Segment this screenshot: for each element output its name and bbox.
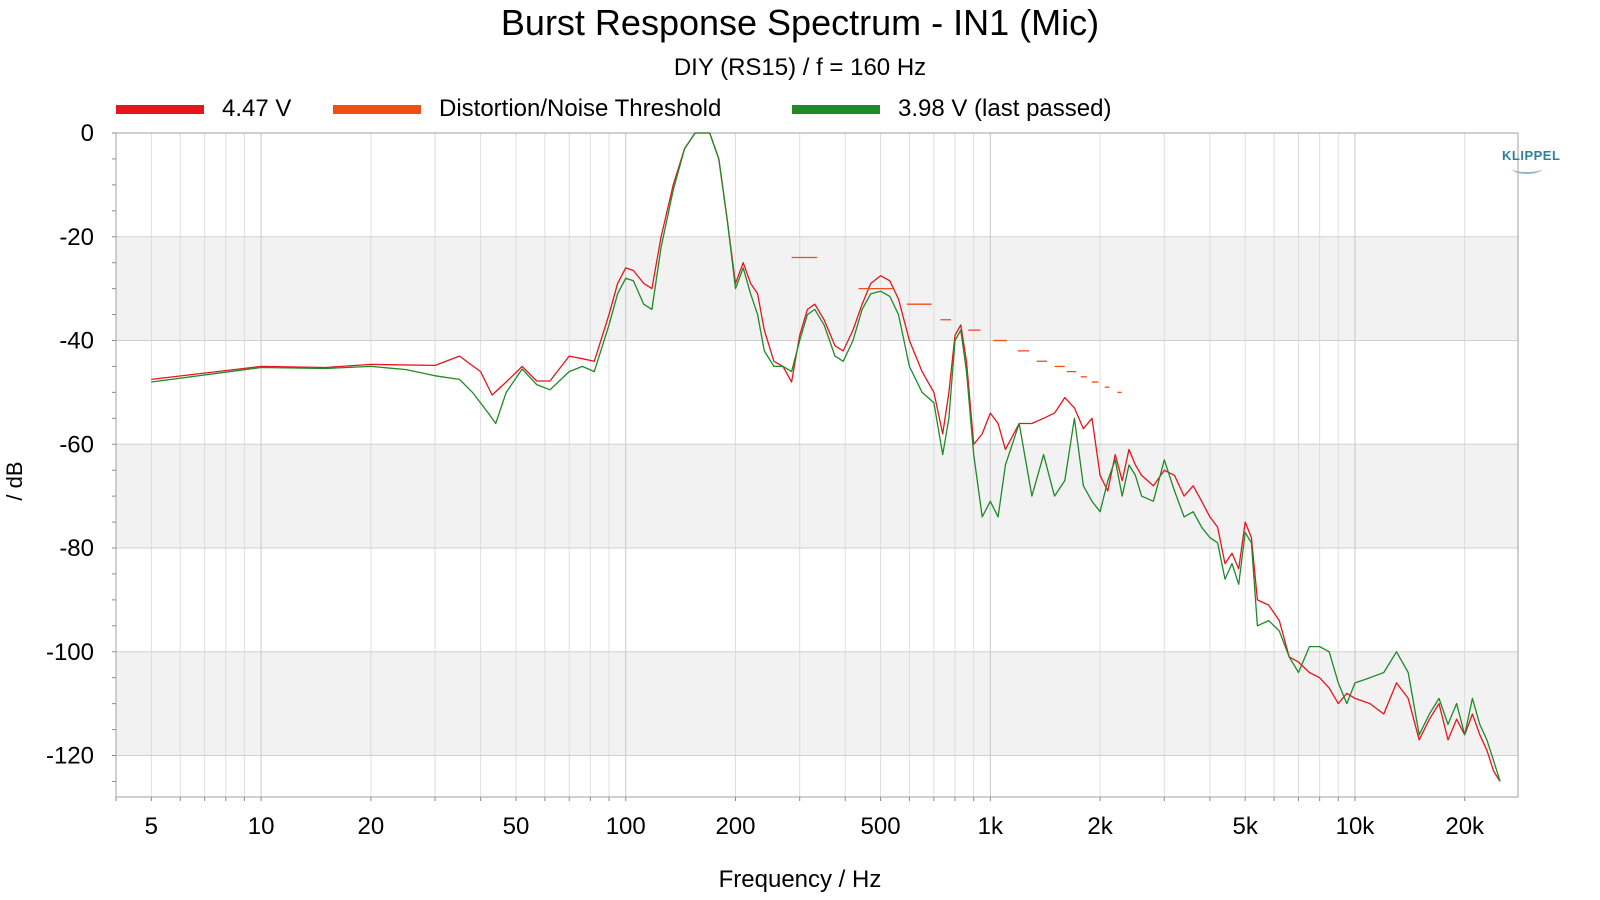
legend-item-series-3: 3.98 V (last passed) (792, 92, 1111, 126)
x-tick-label: 20 (358, 813, 385, 840)
legend-swatch-series-3 (792, 104, 880, 114)
x-tick-label: 100 (606, 813, 646, 840)
legend-swatch-threshold (333, 104, 421, 114)
y-tick-label: -80 (59, 535, 94, 562)
x-tick-label: 5 (145, 813, 158, 840)
legend-item-series-1: 4.47 V (116, 92, 291, 126)
klippel-watermark: KLIPPEL (1502, 148, 1561, 174)
y-tick-label: -40 (59, 328, 94, 355)
x-tick-label: 5k (1233, 813, 1259, 840)
legend-item-threshold: Distortion/Noise Threshold (333, 92, 721, 126)
x-tick-label: 200 (715, 813, 755, 840)
chart-title: Burst Response Spectrum - IN1 (Mic) (500, 2, 1100, 43)
y-tick-label: -100 (46, 639, 94, 666)
y-axis-label: / dB (2, 461, 27, 501)
x-tick-label: 10k (1336, 813, 1376, 840)
x-tick-label: 1k (978, 813, 1004, 840)
legend: 4.47 V Distortion/Noise Threshold 3.98 V… (0, 92, 1600, 126)
x-tick-label: 500 (861, 813, 901, 840)
grid-band (116, 444, 1518, 548)
series-line-3-98v (151, 132, 1501, 782)
x-tick-label: 10 (248, 813, 275, 840)
legend-swatch-series-1 (116, 104, 204, 114)
legend-label-series-3: 3.98 V (last passed) (898, 95, 1112, 122)
series-line-4-47v (151, 132, 1501, 782)
x-tick-label: 2k (1087, 813, 1113, 840)
legend-label-series-1: 4.47 V (222, 95, 292, 122)
plot-frame (115, 132, 1519, 798)
y-tick-label: 0 (81, 120, 94, 147)
x-axis-label: Frequency / Hz (718, 866, 882, 893)
grid-band (116, 651, 1518, 756)
chart-subtitle: DIY (RS15) / f = 160 Hz (673, 54, 927, 81)
y-tick-label: -20 (59, 224, 94, 251)
y-tick-label: -120 (46, 743, 94, 770)
y-tick-label: -60 (59, 431, 94, 458)
x-tick-label: 20k (1445, 813, 1485, 840)
grid-band (116, 236, 1518, 341)
x-tick-label: 50 (503, 813, 530, 840)
legend-label-threshold: Distortion/Noise Threshold (439, 95, 722, 122)
